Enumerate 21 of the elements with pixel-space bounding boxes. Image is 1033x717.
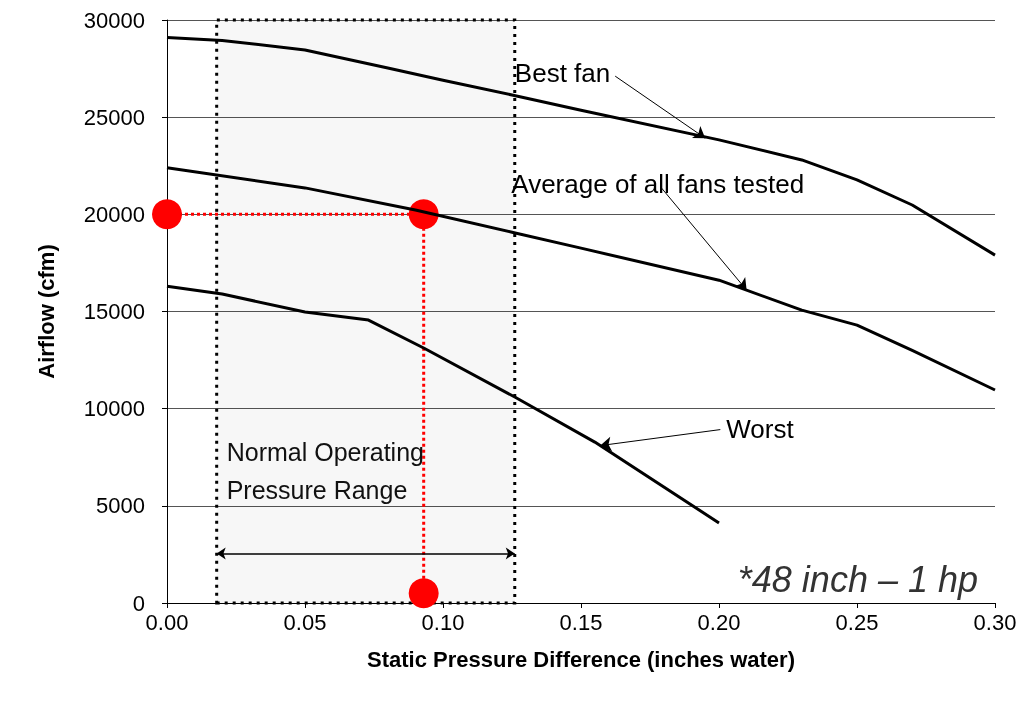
- y-tick-label: 0: [132, 590, 145, 616]
- y-tick-label: 15000: [83, 299, 145, 324]
- annotation: Average of all fans tested: [511, 168, 805, 199]
- x-tick-label: 0.05: [283, 609, 327, 635]
- band-label: Normal Operating Pressure Range: [226, 438, 424, 504]
- y-axis-title: Airflow (cfm): [33, 244, 59, 379]
- annotation: *48 inch – 1 hp: [737, 558, 978, 600]
- x-tick-label: 0.20: [697, 609, 741, 635]
- x-tick-label: 0.15: [559, 609, 603, 635]
- y-tick-label: 10000: [83, 396, 145, 422]
- annotation: Best fan: [514, 57, 611, 88]
- x-tick-label: 0.25: [835, 609, 879, 635]
- x-axis-title: Static Pressure Difference (inches water): [367, 646, 795, 672]
- annotation: Worst: [726, 413, 795, 444]
- y-tick-label: 5000: [96, 493, 145, 519]
- y-tick-label: 30000: [83, 7, 145, 33]
- x-tick-label: 0.10: [421, 609, 465, 635]
- x-tick-label: 0.30: [973, 609, 1017, 635]
- y-tick-label: 25000: [83, 104, 145, 130]
- x-tick-label: 0.00: [145, 609, 189, 635]
- y-tick-label: 20000: [83, 201, 145, 227]
